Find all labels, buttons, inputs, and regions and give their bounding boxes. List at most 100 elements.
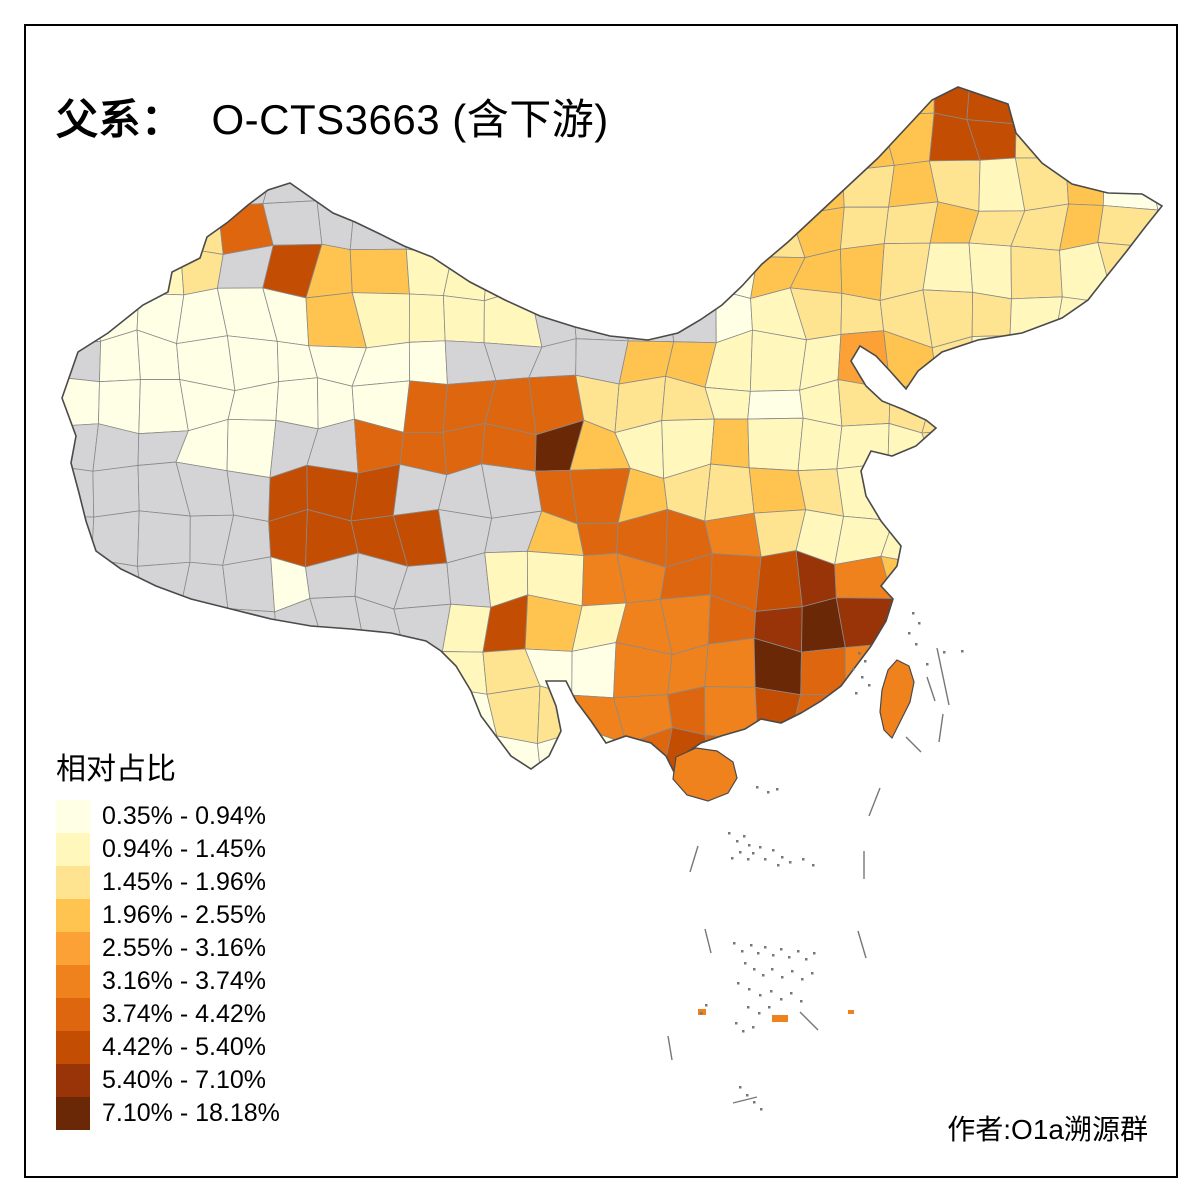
prefecture-region: [969, 335, 1018, 391]
prefecture-region: [845, 87, 891, 116]
prefecture-region: [130, 247, 185, 296]
legend-item: 2.55% - 3.16%: [56, 932, 280, 965]
island-speck: [864, 660, 867, 663]
legend-swatch: [56, 965, 90, 998]
prefecture-region: [318, 639, 365, 695]
prefecture-region: [576, 522, 619, 557]
prefecture-region: [1009, 296, 1063, 337]
prefecture-region: [656, 157, 712, 208]
island-speck: [777, 864, 780, 867]
island-speck: [747, 1006, 750, 1009]
prefecture-region: [1143, 558, 1162, 603]
prefecture-region: [580, 204, 630, 259]
island-speck: [742, 1030, 745, 1033]
prefecture-region: [1062, 603, 1110, 649]
island-speck: [752, 852, 755, 855]
island-speck: [771, 968, 774, 971]
prefecture-region: [1141, 643, 1162, 699]
prefecture-region: [747, 87, 799, 112]
prefecture-region: [972, 598, 1023, 648]
island-speck: [735, 1022, 738, 1025]
prefecture-region: [1146, 113, 1162, 159]
prefecture-region: [446, 552, 492, 608]
prefecture-region: [1153, 462, 1162, 510]
legend-swatch: [56, 998, 90, 1031]
prefecture-region: [1144, 332, 1162, 384]
prefecture-region: [530, 210, 588, 259]
prefecture-region: [971, 291, 1012, 337]
prefecture-region: [667, 289, 717, 344]
island-speck: [772, 849, 775, 852]
island-speck: [915, 643, 918, 646]
prefecture-region: [62, 209, 94, 255]
prefecture-region: [626, 157, 662, 208]
prefecture-region: [840, 292, 885, 335]
prefecture-region: [1052, 550, 1110, 610]
prefecture-region: [62, 686, 94, 735]
prefecture-region: [128, 647, 191, 694]
island-speck: [764, 946, 767, 949]
prefecture-region: [1052, 508, 1116, 561]
legend-label: 4.42% - 5.40%: [102, 1033, 266, 1061]
prefecture-region: [700, 110, 757, 163]
prefecture-region: [883, 201, 939, 245]
prefecture-region: [62, 645, 99, 698]
prefecture-region: [797, 417, 843, 472]
title-cjk-prefix: 父系：: [56, 98, 184, 145]
prefecture-region: [880, 555, 938, 599]
prefecture-region: [747, 109, 791, 166]
prefecture-region: [1098, 559, 1152, 605]
prefecture-region: [262, 200, 323, 246]
prefecture-region: [62, 290, 102, 345]
prefecture-region: [358, 690, 407, 742]
prefecture-region: [710, 200, 759, 258]
prefecture-region: [700, 154, 759, 207]
prefecture-region: [1009, 424, 1063, 475]
island-speck: [736, 840, 739, 843]
prefecture-region: [922, 242, 974, 293]
prefecture-region: [1154, 694, 1162, 742]
prefecture-region: [968, 565, 1025, 602]
prefecture-region: [226, 335, 280, 392]
prefecture-region: [1056, 732, 1114, 775]
prefecture-region: [1053, 87, 1115, 128]
prefecture-region: [403, 380, 448, 433]
prefecture-region: [408, 293, 446, 343]
prefecture-region: [90, 207, 144, 258]
prefecture-region: [749, 329, 807, 392]
sea-boundary-dash: [938, 713, 944, 743]
island-speck: [757, 952, 760, 955]
prefecture-region: [968, 388, 1018, 435]
prefecture-region: [91, 510, 140, 567]
prefecture-region: [967, 727, 1024, 783]
prefecture-region: [142, 155, 187, 212]
prefecture-region: [62, 375, 100, 428]
prefecture-region: [836, 423, 890, 470]
prefecture-region: [840, 243, 885, 301]
prefecture-region: [353, 154, 405, 205]
island-speck: [801, 978, 804, 981]
sea-boundary-dash: [926, 676, 936, 702]
legend-swatch: [56, 1031, 90, 1064]
legend-item: 0.94% - 1.45%: [56, 833, 280, 866]
prefecture-region: [617, 243, 674, 292]
prefecture-region: [315, 690, 361, 737]
prefecture-region: [1054, 424, 1103, 472]
prefecture-region: [1098, 643, 1156, 699]
prefecture-region: [838, 730, 884, 787]
prefecture-region: [1100, 87, 1152, 121]
prefecture-region: [223, 608, 279, 656]
prefecture-region: [925, 595, 977, 653]
legend-swatch: [56, 932, 90, 965]
sea-boundary-dash: [799, 1011, 819, 1031]
prefecture-region: [837, 379, 891, 427]
island-speck: [748, 988, 751, 991]
prefecture-region: [754, 686, 802, 742]
island-speck: [797, 950, 800, 953]
legend-label: 3.16% - 3.74%: [102, 967, 266, 995]
prefecture-region: [92, 464, 140, 518]
prefecture-region: [925, 646, 981, 690]
prefecture-region: [748, 467, 807, 514]
prefecture-region: [220, 685, 277, 742]
island-speck: [791, 970, 794, 973]
